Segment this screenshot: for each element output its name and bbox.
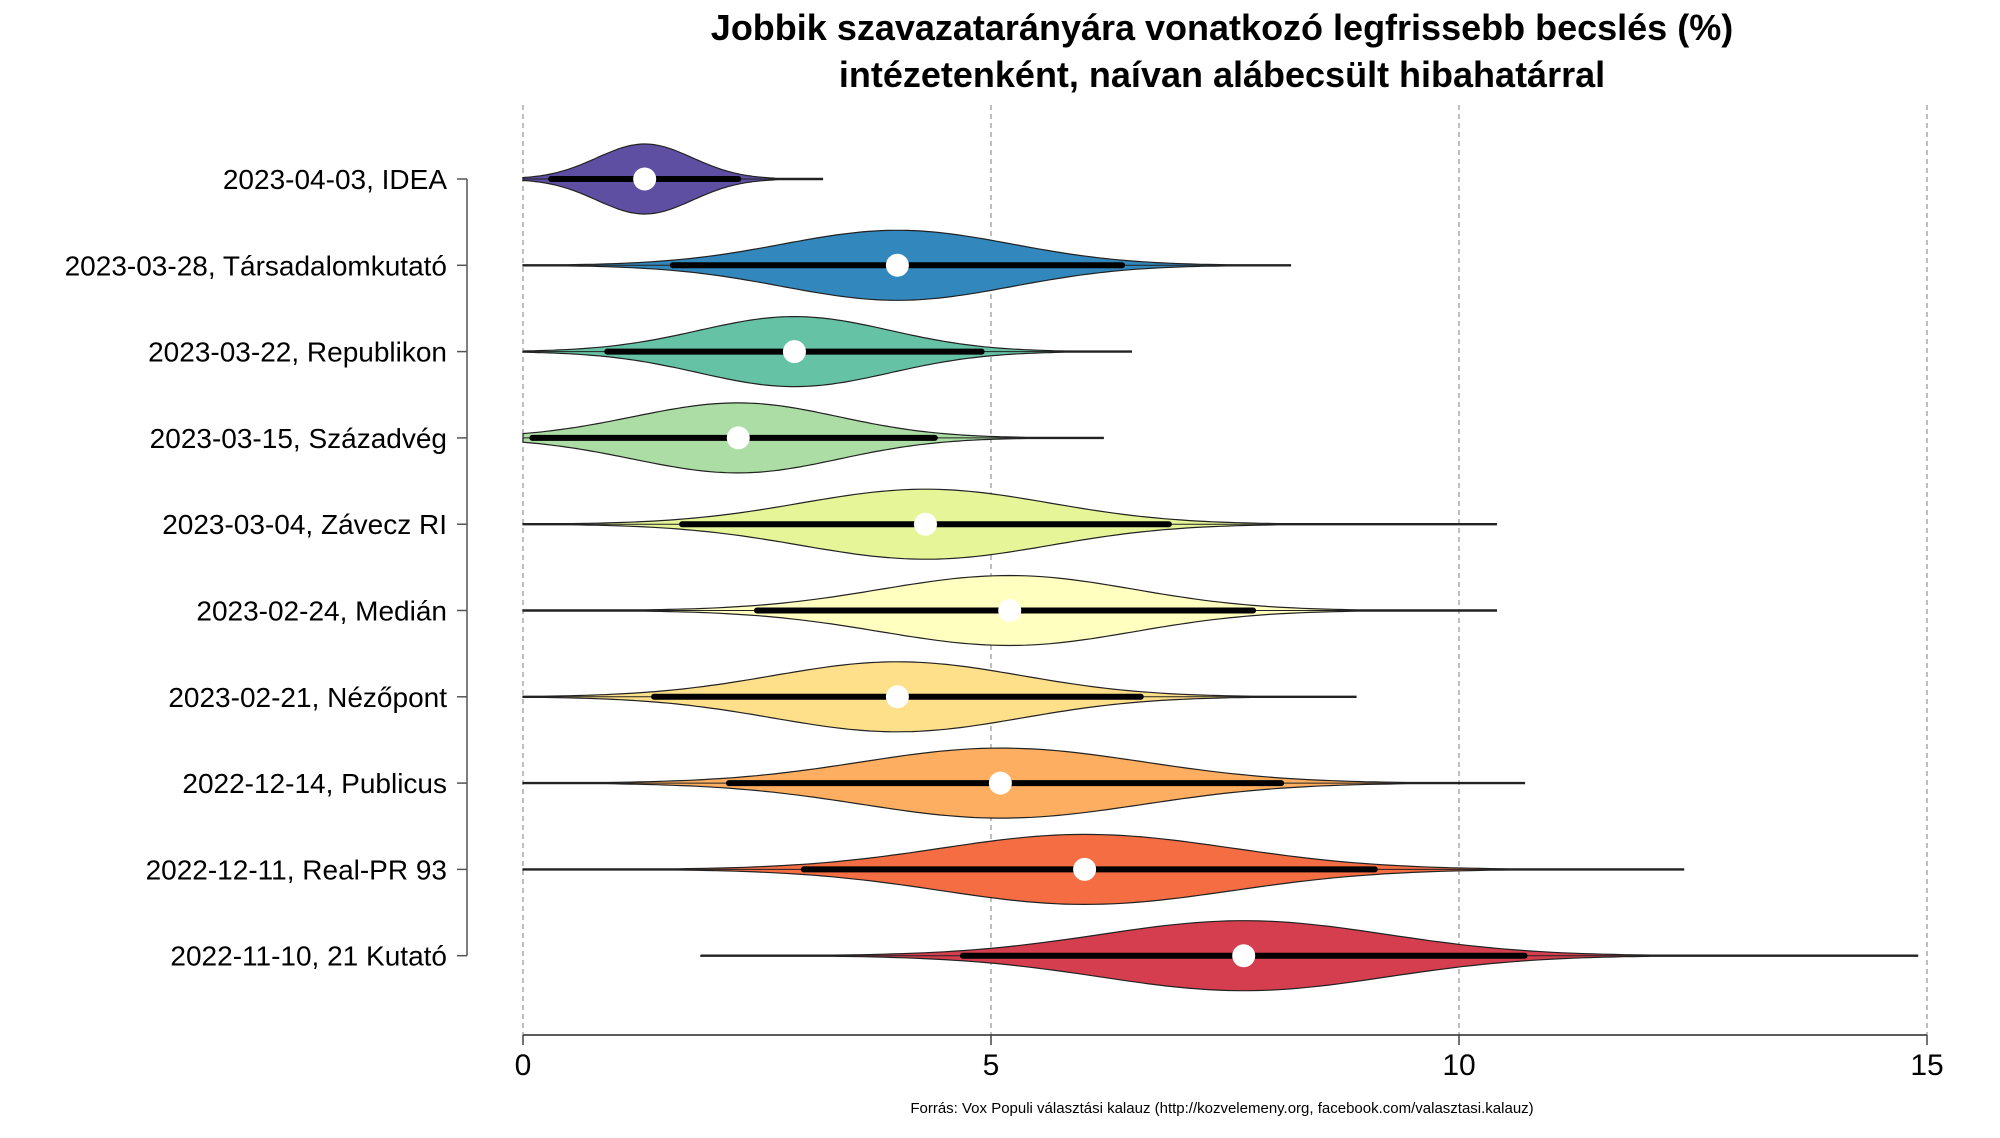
estimate-point [633,167,657,191]
estimate-point [726,426,750,450]
estimate-point [1232,944,1256,968]
y-tick-label: 2022-12-14, Publicus [182,768,447,799]
y-tick-label: 2023-03-22, Republikon [148,337,447,368]
y-tick-label: 2023-04-03, IDEA [223,164,447,195]
chart-title: Jobbik szavazatarányára vonatkozó legfri… [711,7,1733,48]
y-tick-label: 2023-02-24, Medián [196,596,447,627]
source-caption: Forrás: Vox Populi választási kalauz (ht… [910,1100,1533,1117]
x-axis: 0 5 10 15 [515,1034,1944,1082]
y-tick-label: 2023-03-15, Századvég [150,423,447,454]
y-tick-label: 2022-12-11, Real-PR 93 [146,854,447,885]
estimate-point [782,340,806,364]
x-tick-label: 0 [515,1049,532,1082]
y-tick-label: 2023-03-28, Társadalomkutató [65,250,447,281]
x-tick-label: 15 [1910,1049,1943,1082]
estimate-point [885,685,909,709]
estimate-point [913,512,937,536]
estimate-point [1073,857,1097,881]
estimate-point [885,253,909,277]
chart-subtitle: intézetenként, naívan alábecsült hibahat… [839,54,1605,95]
violins [522,143,1919,992]
y-tick-label: 2023-02-21, Nézőpont [168,682,447,713]
estimate-point [998,599,1022,622]
y-tick-label: 2023-03-04, Závecz RI [162,509,447,540]
gridlines [522,105,1928,1035]
x-tick-label: 10 [1442,1049,1475,1082]
estimate-point [988,771,1012,795]
y-tick-label: 2022-11-10, 21 Kutató [170,941,447,972]
x-tick-label: 5 [983,1049,1000,1082]
y-axis: 2023-04-03, IDEA 2023-03-28, Társadalomku… [65,164,468,972]
